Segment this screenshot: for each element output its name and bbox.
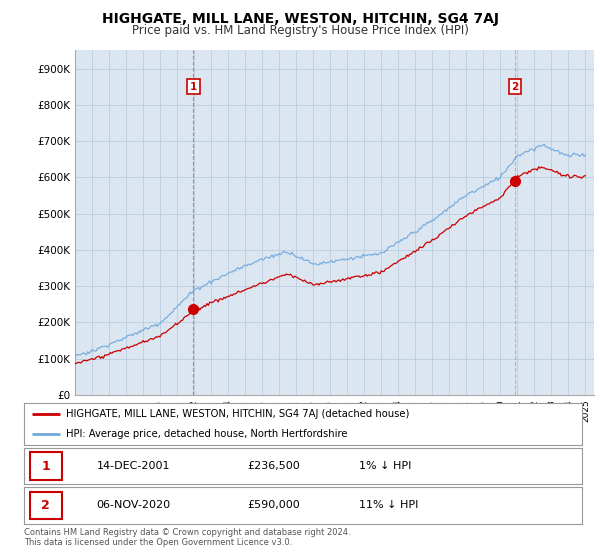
Text: 2: 2	[511, 82, 518, 92]
Text: 1: 1	[190, 82, 197, 92]
Text: Price paid vs. HM Land Registry's House Price Index (HPI): Price paid vs. HM Land Registry's House …	[131, 24, 469, 36]
FancyBboxPatch shape	[29, 452, 62, 480]
Text: 11% ↓ HPI: 11% ↓ HPI	[359, 501, 418, 510]
Text: 06-NOV-2020: 06-NOV-2020	[97, 501, 170, 510]
Text: 1: 1	[41, 460, 50, 473]
Text: HPI: Average price, detached house, North Hertfordshire: HPI: Average price, detached house, Nort…	[66, 430, 347, 439]
FancyBboxPatch shape	[29, 492, 62, 519]
Text: HIGHGATE, MILL LANE, WESTON, HITCHIN, SG4 7AJ: HIGHGATE, MILL LANE, WESTON, HITCHIN, SG…	[101, 12, 499, 26]
Text: 1% ↓ HPI: 1% ↓ HPI	[359, 461, 411, 471]
Text: 14-DEC-2001: 14-DEC-2001	[97, 461, 170, 471]
Text: £236,500: £236,500	[247, 461, 300, 471]
Text: £590,000: £590,000	[247, 501, 300, 510]
Text: 2: 2	[41, 499, 50, 512]
Text: HIGHGATE, MILL LANE, WESTON, HITCHIN, SG4 7AJ (detached house): HIGHGATE, MILL LANE, WESTON, HITCHIN, SG…	[66, 409, 409, 419]
Text: Contains HM Land Registry data © Crown copyright and database right 2024.
This d: Contains HM Land Registry data © Crown c…	[24, 528, 350, 547]
